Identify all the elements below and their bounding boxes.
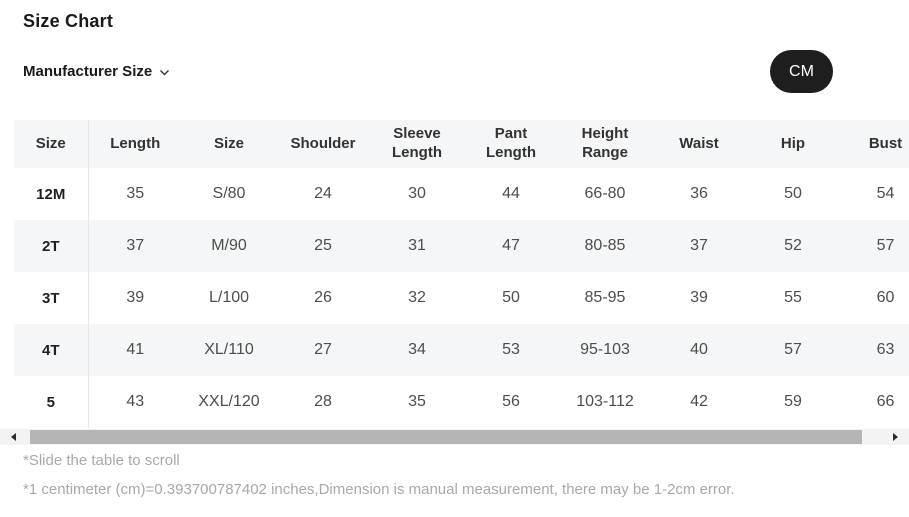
table-cell: 50	[784, 185, 802, 202]
table-cell: 37	[690, 237, 708, 254]
table-cell: 27	[314, 341, 332, 358]
size-table-body: 12M 35 S/80 24 30 44 66-80 36 50 54 2T 37 M/90 25 31 47…	[14, 168, 909, 428]
table-cell: 56	[502, 393, 520, 410]
table-cell: 50	[502, 289, 520, 306]
column-header: Length	[110, 134, 161, 152]
conversion-note-text: *1 centimeter (cm)=0.393700787402 inches…	[23, 481, 735, 498]
size-table: Size Length Size Shoulder Sleeve Length Pant …	[14, 120, 909, 428]
horizontal-scrollbar[interactable]	[0, 429, 909, 445]
table-header-row: Size Length Size Shoulder Sleeve Length Pant …	[14, 120, 909, 168]
table-cell: 41	[126, 341, 145, 358]
table-cell: 39	[690, 289, 708, 306]
table-cell: 54	[876, 185, 895, 202]
manufacturer-size-label: Manufacturer Size	[23, 63, 153, 80]
table-cell: 28	[314, 393, 332, 410]
table-cell: 32	[408, 289, 426, 306]
table-cell: 57	[876, 237, 895, 254]
table-cell: 26	[314, 289, 332, 306]
row-size-label: 4T	[14, 324, 89, 376]
table-cell: 43	[126, 393, 145, 410]
table-cell: 25	[314, 237, 332, 254]
column-header: Pant Length	[486, 125, 536, 161]
table-row: 2T 37 M/90 25 31 47 80-85 37 52 57	[14, 220, 909, 272]
row-size-label: 12M	[14, 168, 89, 220]
table-cell: 40	[690, 341, 708, 358]
scroll-right-arrow-icon[interactable]	[893, 433, 898, 441]
table-cell: 66-80	[584, 185, 626, 202]
table-cell: 44	[502, 185, 520, 202]
table-cell: 60	[876, 289, 895, 306]
chevron-down-icon	[158, 64, 171, 79]
table-cell: 95-103	[580, 341, 630, 358]
table-cell: 37	[126, 237, 145, 254]
table-cell: M/90	[211, 237, 247, 254]
column-header: Bust	[868, 134, 903, 152]
table-cell: 47	[502, 237, 520, 254]
row-size-label: 2T	[14, 220, 89, 272]
row-size-label: 5	[14, 376, 89, 428]
table-cell: 57	[784, 341, 802, 358]
table-row: 12M 35 S/80 24 30 44 66-80 36 50 54	[14, 168, 909, 220]
table-row: 4T 41 XL/110 27 34 53 95-103 40 57 63	[14, 324, 909, 376]
table-row: 5 43 XXL/120 28 35 56 103-112 42 59 66	[14, 376, 909, 428]
table-cell: 59	[784, 393, 802, 410]
column-header: Height Range	[581, 125, 629, 161]
table-cell: 30	[408, 185, 426, 202]
table-cell: 35	[126, 185, 145, 202]
table-cell: 34	[408, 341, 426, 358]
table-cell: XL/110	[204, 341, 254, 358]
column-header: Hip	[780, 134, 806, 152]
table-cell: 63	[876, 341, 895, 358]
table-cell: 39	[126, 289, 145, 306]
manufacturer-size-dropdown[interactable]: Manufacturer Size	[23, 63, 171, 80]
table-cell: 80-85	[584, 237, 626, 254]
table-cell: S/80	[212, 185, 246, 202]
table-cell: L/100	[208, 289, 250, 306]
size-table-viewport[interactable]: Size Length Size Shoulder Sleeve Length Pant …	[14, 120, 909, 428]
table-cell: 42	[690, 393, 708, 410]
table-cell: 24	[314, 185, 332, 202]
column-header: Size	[213, 134, 244, 152]
table-cell: 35	[408, 393, 426, 410]
table-cell: 55	[784, 289, 802, 306]
table-cell: 31	[408, 237, 426, 254]
scroll-left-arrow-icon[interactable]	[11, 433, 16, 441]
table-cell: 66	[876, 393, 895, 410]
table-cell: 103-112	[576, 393, 634, 410]
table-cell: 85-95	[584, 289, 626, 306]
unit-toggle-cm-button[interactable]: CM	[770, 50, 833, 93]
table-cell: 52	[784, 237, 802, 254]
column-header: Shoulder	[290, 134, 356, 152]
scroll-hint-text: *Slide the table to scroll	[23, 452, 180, 469]
column-header: Sleeve Length	[392, 125, 442, 161]
column-header: Size	[14, 120, 89, 168]
scrollbar-thumb[interactable]	[30, 430, 862, 444]
table-cell: XXL/120	[198, 393, 260, 410]
page-title: Size Chart	[23, 11, 114, 31]
table-cell: 36	[690, 185, 708, 202]
table-cell: 53	[502, 341, 520, 358]
table-row: 3T 39 L/100 26 32 50 85-95 39 55 60	[14, 272, 909, 324]
row-size-label: 3T	[14, 272, 89, 324]
column-header: Waist	[679, 134, 719, 152]
